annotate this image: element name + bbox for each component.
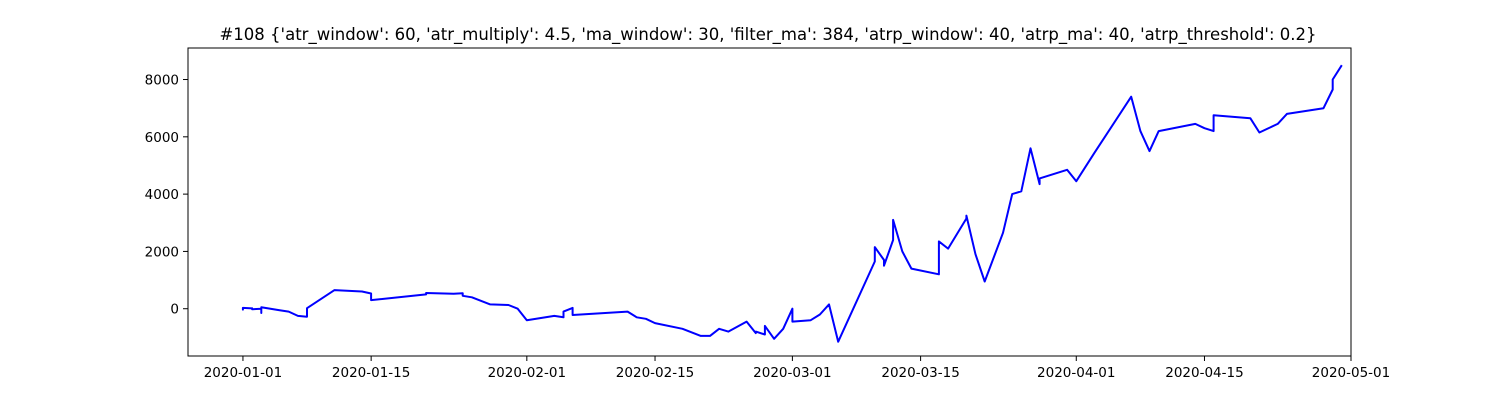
y-axis-ticks: 0 2000 4000 6000 8000 xyxy=(145,73,188,318)
x-tick-label: 2020-01-01 xyxy=(204,365,282,381)
plot-frame xyxy=(187,47,1352,357)
y-tick-label: 2000 xyxy=(145,244,179,260)
x-tick-label: 2020-05-01 xyxy=(1312,365,1390,381)
x-tick-label: 2020-03-15 xyxy=(881,365,959,381)
y-tick-label: 6000 xyxy=(145,130,179,146)
x-tick-label: 2020-01-15 xyxy=(332,365,410,381)
y-tick-label: 0 xyxy=(170,302,179,318)
series-line xyxy=(241,64,1343,343)
chart-title: #108 {'atr_window': 60, 'atr_multiply': … xyxy=(219,25,1316,45)
x-tick-label: 2020-02-01 xyxy=(488,365,566,381)
x-tick-label: 2020-02-15 xyxy=(616,365,694,381)
x-tick-label: 2020-03-01 xyxy=(753,365,831,381)
y-tick-label: 8000 xyxy=(145,73,179,89)
y-tick-label: 4000 xyxy=(145,187,179,203)
x-tick-label: 2020-04-15 xyxy=(1165,365,1243,381)
x-tick-label: 2020-04-01 xyxy=(1037,365,1115,381)
x-axis-ticks: 2020-01-01 2020-01-15 2020-02-01 2020-02-15… xyxy=(204,356,1390,381)
series-layer xyxy=(241,64,1343,343)
